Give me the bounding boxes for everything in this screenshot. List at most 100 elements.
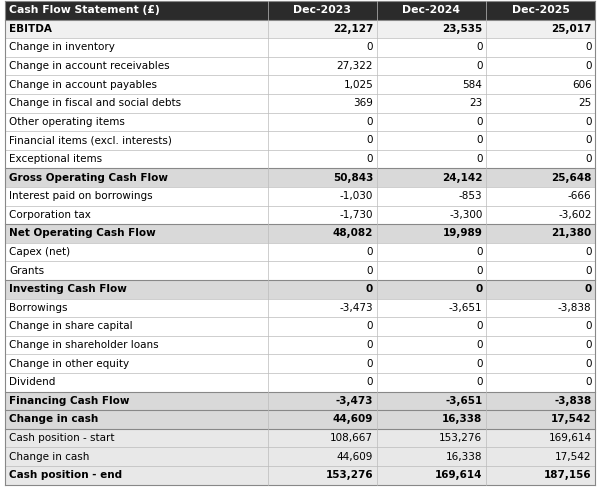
Text: Cash position - start: Cash position - start [9, 433, 115, 443]
Bar [486, 280, 595, 299]
Text: 23,535: 23,535 [442, 24, 482, 34]
Bar [486, 169, 595, 187]
Text: -666: -666 [568, 191, 592, 201]
Bar [486, 38, 595, 57]
Bar [486, 75, 595, 94]
Bar [377, 224, 486, 243]
Text: 21,380: 21,380 [551, 228, 592, 239]
Text: 17,542: 17,542 [551, 414, 592, 425]
Bar [5, 466, 268, 485]
Text: 27,322: 27,322 [337, 61, 373, 71]
Bar [5, 448, 268, 466]
Bar [5, 187, 268, 206]
Text: 19,989: 19,989 [443, 228, 482, 239]
Text: 23: 23 [469, 98, 482, 108]
Bar [5, 243, 268, 262]
Bar [377, 112, 486, 131]
Bar [486, 355, 595, 373]
Bar [486, 429, 595, 448]
Bar [5, 169, 268, 187]
Bar [5, 38, 268, 57]
Text: 153,276: 153,276 [439, 433, 482, 443]
Text: 48,082: 48,082 [333, 228, 373, 239]
Bar [268, 299, 377, 317]
Bar [377, 355, 486, 373]
Text: Borrowings: Borrowings [9, 303, 67, 313]
Text: Change in shareholder loans: Change in shareholder loans [9, 340, 158, 350]
Text: Exceptional items: Exceptional items [9, 154, 102, 164]
Bar [377, 243, 486, 262]
Bar [268, 448, 377, 466]
Text: 187,156: 187,156 [544, 470, 592, 480]
Text: Interest paid on borrowings: Interest paid on borrowings [9, 191, 152, 201]
Text: 44,609: 44,609 [333, 414, 373, 425]
Text: Change in cash: Change in cash [9, 414, 98, 425]
Text: 0: 0 [367, 377, 373, 387]
Bar [268, 187, 377, 206]
Text: 0: 0 [476, 61, 482, 71]
Text: -3,651: -3,651 [445, 396, 482, 406]
Bar [5, 131, 268, 150]
Text: 0: 0 [367, 358, 373, 369]
Text: 0: 0 [585, 117, 592, 127]
Bar [377, 150, 486, 169]
Bar [5, 355, 268, 373]
Bar [377, 94, 486, 112]
Text: 17,542: 17,542 [555, 451, 592, 462]
Bar [486, 466, 595, 485]
Bar [486, 243, 595, 262]
Bar [268, 410, 377, 429]
Text: 25,017: 25,017 [551, 24, 592, 34]
Bar [377, 19, 486, 38]
Text: Dividend: Dividend [9, 377, 55, 387]
Bar [377, 429, 486, 448]
Bar [5, 336, 268, 355]
Bar [268, 429, 377, 448]
Bar [377, 373, 486, 392]
Text: 153,276: 153,276 [326, 470, 373, 480]
Text: 0: 0 [367, 117, 373, 127]
Bar [486, 392, 595, 410]
Bar [486, 150, 595, 169]
Text: Other operating items: Other operating items [9, 117, 125, 127]
Text: 0: 0 [585, 154, 592, 164]
Bar [486, 336, 595, 355]
Bar [268, 262, 377, 280]
Bar [486, 57, 595, 75]
Bar [5, 392, 268, 410]
Bar [486, 112, 595, 131]
Bar [486, 131, 595, 150]
Bar [5, 150, 268, 169]
Bar [268, 150, 377, 169]
Text: Grants: Grants [9, 266, 44, 276]
Text: 0: 0 [584, 284, 592, 294]
Text: -3,300: -3,300 [449, 210, 482, 220]
Bar [377, 57, 486, 75]
Text: 0: 0 [367, 321, 373, 332]
Bar [268, 392, 377, 410]
Text: 108,667: 108,667 [330, 433, 373, 443]
Text: 0: 0 [585, 266, 592, 276]
Bar [377, 448, 486, 466]
Bar [377, 187, 486, 206]
Text: -3,838: -3,838 [558, 303, 592, 313]
Bar [268, 206, 377, 224]
Bar [486, 224, 595, 243]
Text: Change in cash: Change in cash [9, 451, 89, 462]
Text: 0: 0 [585, 135, 592, 146]
Bar [486, 187, 595, 206]
Bar [5, 94, 268, 112]
Text: Change in other equity: Change in other equity [9, 358, 129, 369]
Bar [5, 373, 268, 392]
Text: 169,614: 169,614 [435, 470, 482, 480]
Text: Cash position - end: Cash position - end [9, 470, 122, 480]
Text: Cash Flow Statement (£): Cash Flow Statement (£) [9, 5, 160, 15]
Bar [377, 262, 486, 280]
Text: 0: 0 [585, 61, 592, 71]
Text: EBITDA: EBITDA [9, 24, 52, 34]
Text: 0: 0 [367, 340, 373, 350]
Text: 22,127: 22,127 [333, 24, 373, 34]
Text: 0: 0 [476, 135, 482, 146]
Text: 0: 0 [476, 42, 482, 53]
Bar [268, 112, 377, 131]
